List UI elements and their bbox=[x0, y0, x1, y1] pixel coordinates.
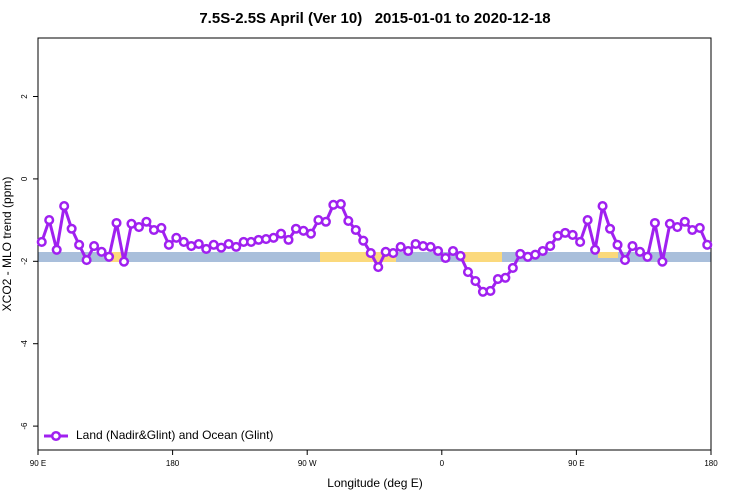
series-line bbox=[40, 202, 709, 294]
point bbox=[216, 242, 227, 253]
point bbox=[320, 216, 331, 227]
x-tick-label: 90 W bbox=[298, 459, 317, 468]
ocean-band-yellow bbox=[598, 252, 618, 258]
point bbox=[51, 244, 62, 255]
plot-frame bbox=[37, 37, 712, 451]
chart-title: 7.5S-2.5S April (Ver 10) 2015-01-01 to 2… bbox=[199, 10, 550, 27]
x-tick-label: 0 bbox=[440, 459, 445, 468]
point bbox=[575, 236, 586, 247]
point bbox=[395, 241, 406, 252]
point bbox=[500, 272, 511, 283]
legend-label: Land (Nadir&Glint) and Ocean (Glint) bbox=[76, 428, 273, 442]
point bbox=[231, 241, 242, 252]
point bbox=[171, 232, 182, 243]
point bbox=[567, 229, 578, 240]
point bbox=[694, 222, 705, 233]
point bbox=[425, 241, 436, 252]
point bbox=[96, 246, 107, 257]
point bbox=[365, 248, 376, 259]
point bbox=[275, 228, 287, 239]
point bbox=[373, 262, 384, 273]
point bbox=[81, 255, 92, 266]
ocean-band-yellow bbox=[110, 252, 125, 262]
y-tick-label: 0 bbox=[20, 176, 29, 181]
y-tick-label: -4 bbox=[20, 340, 29, 348]
point bbox=[657, 256, 668, 267]
point bbox=[350, 224, 361, 236]
legend-marker bbox=[50, 430, 62, 442]
point bbox=[141, 216, 152, 227]
point bbox=[388, 248, 399, 259]
point bbox=[597, 201, 608, 212]
point bbox=[537, 245, 548, 257]
point bbox=[44, 215, 55, 226]
point bbox=[672, 222, 683, 233]
point bbox=[59, 201, 70, 212]
point bbox=[470, 276, 481, 287]
point bbox=[649, 217, 660, 229]
point bbox=[133, 222, 144, 233]
point bbox=[343, 215, 354, 226]
point bbox=[642, 251, 653, 262]
point bbox=[530, 249, 541, 260]
point bbox=[605, 223, 616, 234]
point bbox=[283, 234, 294, 245]
point bbox=[545, 241, 556, 252]
point bbox=[193, 238, 204, 250]
point bbox=[634, 246, 646, 257]
point bbox=[156, 222, 167, 233]
point bbox=[358, 235, 369, 246]
y-tick-label: -2 bbox=[20, 257, 29, 265]
point bbox=[118, 256, 130, 267]
point bbox=[66, 223, 77, 234]
point bbox=[433, 245, 444, 257]
point bbox=[447, 245, 459, 257]
point bbox=[36, 236, 47, 247]
point bbox=[627, 241, 638, 252]
point bbox=[178, 236, 189, 247]
x-tick-label: 90 E bbox=[568, 459, 584, 468]
point bbox=[679, 216, 690, 227]
point bbox=[335, 198, 346, 210]
point bbox=[619, 255, 631, 266]
point bbox=[111, 217, 122, 229]
point bbox=[612, 239, 623, 250]
point bbox=[462, 266, 474, 278]
point bbox=[440, 252, 451, 264]
point bbox=[485, 285, 496, 297]
point bbox=[582, 215, 593, 226]
point bbox=[201, 243, 212, 254]
x-axis-label: Longitude (deg E) bbox=[327, 476, 422, 490]
point bbox=[455, 250, 466, 261]
point bbox=[305, 228, 316, 239]
y-axis-label: XCO2 - MLO trend (ppm) bbox=[0, 177, 14, 312]
point bbox=[702, 239, 713, 250]
point bbox=[103, 251, 115, 262]
point bbox=[590, 244, 601, 255]
x-tick-label: 90 E bbox=[30, 459, 46, 468]
point bbox=[507, 262, 518, 273]
ocean-band-yellow bbox=[320, 252, 396, 262]
y-tick-label: 2 bbox=[20, 94, 29, 99]
point bbox=[163, 239, 174, 250]
y-tick-label: -6 bbox=[20, 422, 29, 430]
point bbox=[89, 241, 100, 252]
point bbox=[403, 245, 414, 257]
x-tick-label: 180 bbox=[166, 459, 180, 468]
ocean-band-yellow bbox=[462, 252, 502, 262]
point bbox=[74, 239, 85, 250]
x-tick-label: 180 bbox=[704, 459, 718, 468]
point bbox=[268, 232, 279, 243]
